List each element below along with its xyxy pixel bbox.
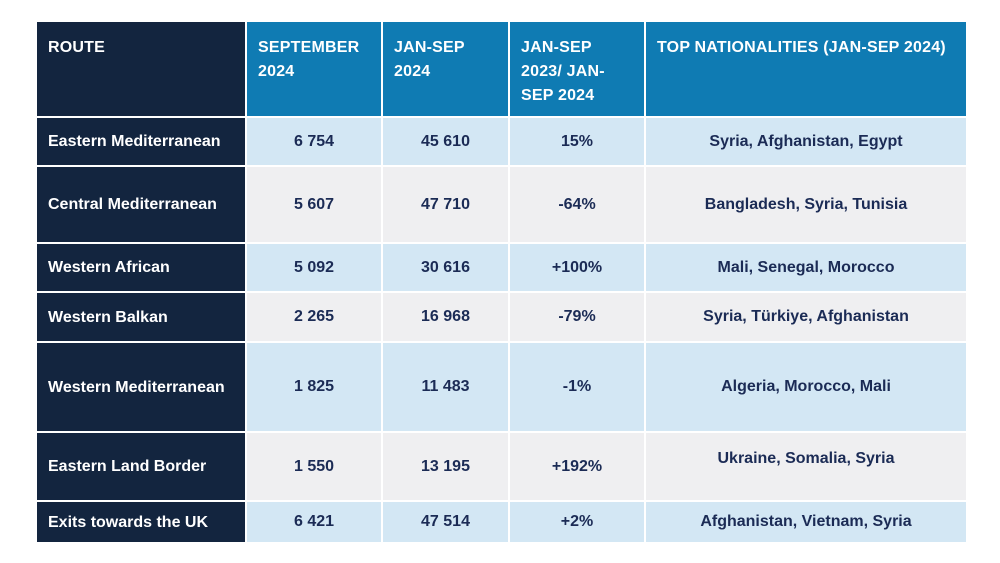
nationalities-cell: Afghanistan, Vietnam, Syria xyxy=(644,500,968,544)
change-cell: +100% xyxy=(508,242,646,293)
change-cell: -1% xyxy=(508,341,646,433)
nationalities-cell: Algeria, Morocco, Mali xyxy=(644,341,968,433)
change-cell: +2% xyxy=(508,500,646,544)
table-row: Western Mediterranean 1 825 11 483 -1% A… xyxy=(35,341,968,433)
change-cell: -79% xyxy=(508,291,646,343)
table-row: Eastern Mediterranean 6 754 45 610 15% S… xyxy=(35,116,968,167)
table-row: Western African 5 092 30 616 +100% Mali,… xyxy=(35,242,968,293)
jan-sep-cell: 47 514 xyxy=(381,500,510,544)
table-row: Western Balkan 2 265 16 968 -79% Syria, … xyxy=(35,291,968,343)
table-row: Exits towards the UK 6 421 47 514 +2% Af… xyxy=(35,500,968,544)
september-cell: 6 754 xyxy=(245,116,383,167)
header-top-nationalities: TOP NATIONALITIES (JAN-SEP 2024) xyxy=(644,20,968,118)
change-cell: -64% xyxy=(508,165,646,244)
change-cell: +192% xyxy=(508,431,646,502)
table-row: Eastern Land Border 1 550 13 195 +192% U… xyxy=(35,431,968,502)
routes-table: ROUTE SEPTEMBER 2024 JAN-SEP 2024 JAN-SE… xyxy=(35,20,968,544)
header-september-2024: SEPTEMBER 2024 xyxy=(245,20,383,118)
nationalities-cell: Mali, Senegal, Morocco xyxy=(644,242,968,293)
route-cell: Exits towards the UK xyxy=(35,500,247,544)
route-cell: Central Mediterranean xyxy=(35,165,247,244)
nationalities-cell: Syria, Türkiye, Afghanistan xyxy=(644,291,968,343)
route-cell: Eastern Mediterranean xyxy=(35,116,247,167)
september-cell: 5 607 xyxy=(245,165,383,244)
header-jan-sep-2024: JAN-SEP 2024 xyxy=(381,20,510,118)
table-row: Central Mediterranean 5 607 47 710 -64% … xyxy=(35,165,968,244)
september-cell: 1 550 xyxy=(245,431,383,502)
jan-sep-cell: 45 610 xyxy=(381,116,510,167)
route-cell: Western Balkan xyxy=(35,291,247,343)
jan-sep-cell: 30 616 xyxy=(381,242,510,293)
nationalities-cell: Bangladesh, Syria, Tunisia xyxy=(644,165,968,244)
nationalities-cell: Ukraine, Somalia, Syria xyxy=(644,431,968,502)
jan-sep-cell: 13 195 xyxy=(381,431,510,502)
nationalities-cell: Syria, Afghanistan, Egypt xyxy=(644,116,968,167)
header-change: JAN-SEP 2023/ JAN-SEP 2024 xyxy=(508,20,646,118)
change-cell: 15% xyxy=(508,116,646,167)
september-cell: 1 825 xyxy=(245,341,383,433)
header-row: ROUTE SEPTEMBER 2024 JAN-SEP 2024 JAN-SE… xyxy=(35,20,968,118)
september-cell: 5 092 xyxy=(245,242,383,293)
route-cell: Western Mediterranean xyxy=(35,341,247,433)
route-cell: Eastern Land Border xyxy=(35,431,247,502)
route-cell: Western African xyxy=(35,242,247,293)
jan-sep-cell: 11 483 xyxy=(381,341,510,433)
jan-sep-cell: 47 710 xyxy=(381,165,510,244)
jan-sep-cell: 16 968 xyxy=(381,291,510,343)
september-cell: 2 265 xyxy=(245,291,383,343)
header-route: ROUTE xyxy=(35,20,247,118)
september-cell: 6 421 xyxy=(245,500,383,544)
